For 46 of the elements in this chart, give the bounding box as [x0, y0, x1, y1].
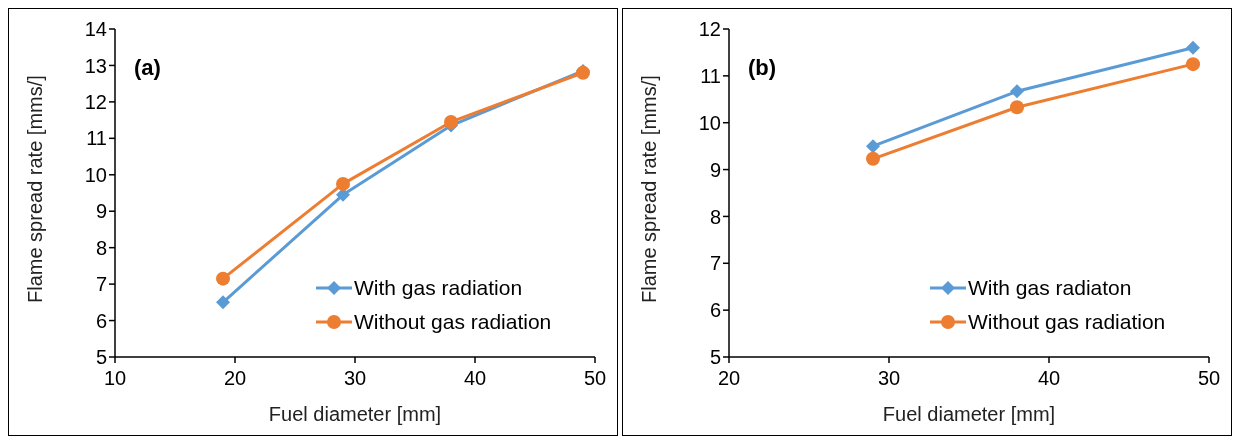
- y-tick-label: 13: [84, 54, 107, 77]
- point: [1010, 84, 1024, 99]
- point: [444, 114, 458, 129]
- y-tick-label: 9: [95, 200, 107, 223]
- point: [336, 176, 350, 191]
- y-tick-label: 9: [709, 158, 721, 181]
- x-axis-title: Fuel diameter [mm]: [268, 403, 442, 425]
- annotation: (b): [748, 55, 777, 81]
- point: [1186, 40, 1200, 55]
- y-axis-title: Flame spread rate [mms/]: [24, 75, 47, 303]
- x-axis-title: Fuel diameter [mm]: [882, 403, 1056, 425]
- point: [1186, 57, 1200, 72]
- y-tick-label: 10: [84, 163, 107, 186]
- y-tick-label: 7: [95, 273, 107, 296]
- x-tick-label: 30: [343, 367, 367, 390]
- y-tick-label: 5: [95, 346, 107, 369]
- point: [866, 139, 880, 154]
- y-tick-label: 10: [698, 111, 721, 134]
- x-tick-label: 40: [1037, 367, 1061, 390]
- y-tick-label: 8: [709, 205, 721, 228]
- point: [866, 151, 880, 166]
- y-tick-label: 12: [698, 18, 721, 41]
- y-tick-label: 6: [709, 299, 721, 322]
- x-tick-label: 30: [877, 367, 901, 390]
- y-tick-label: 11: [700, 64, 721, 87]
- annotation: (a): [134, 55, 161, 81]
- x-tick-label: 50: [583, 367, 607, 390]
- y-axis-title: Flame spread rate [mms/]: [638, 75, 661, 303]
- legend-label: With gas radiation: [354, 276, 523, 300]
- legend-label: Without gas radiation: [354, 310, 552, 334]
- x-tick-label: 50: [1197, 367, 1221, 390]
- legend-label: Without gas radiation: [968, 310, 1166, 334]
- y-tick-label: 5: [709, 346, 721, 369]
- y-tick-label: 14: [84, 18, 107, 41]
- y-tick-label: 7: [709, 252, 721, 275]
- y-tick-label: 6: [95, 309, 107, 332]
- y-tick-label: 12: [84, 90, 107, 113]
- x-tick-label: 20: [717, 367, 741, 390]
- y-tick-label: 8: [95, 236, 107, 259]
- legend-label: With gas radiaton: [968, 276, 1132, 300]
- point: [216, 295, 230, 310]
- x-tick-label: 40: [463, 367, 487, 390]
- y-tick-label: 11: [86, 127, 107, 150]
- point: [216, 271, 230, 286]
- point: [1010, 100, 1024, 115]
- x-tick-label: 20: [223, 367, 247, 390]
